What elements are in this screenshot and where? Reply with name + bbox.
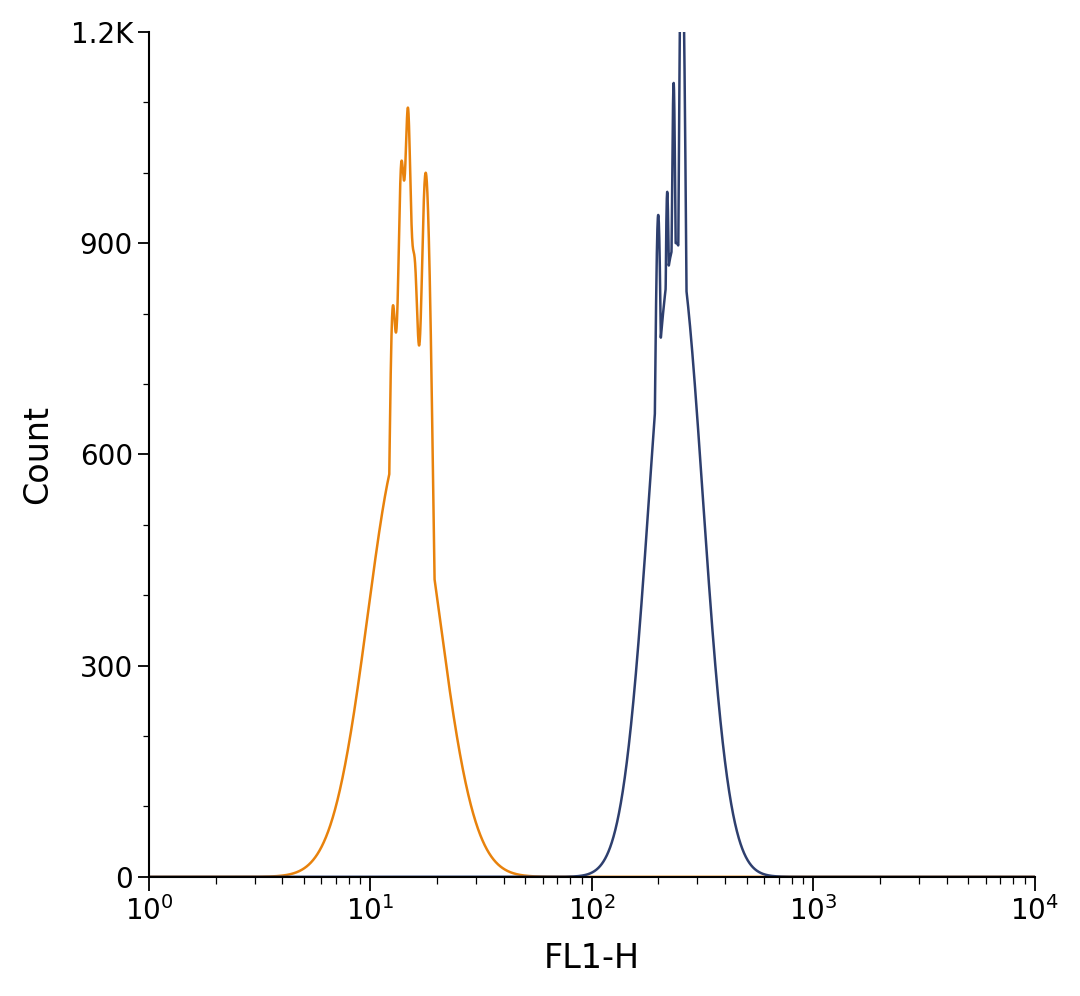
X-axis label: FL1-H: FL1-H xyxy=(544,942,639,975)
Y-axis label: Count: Count xyxy=(21,404,54,504)
